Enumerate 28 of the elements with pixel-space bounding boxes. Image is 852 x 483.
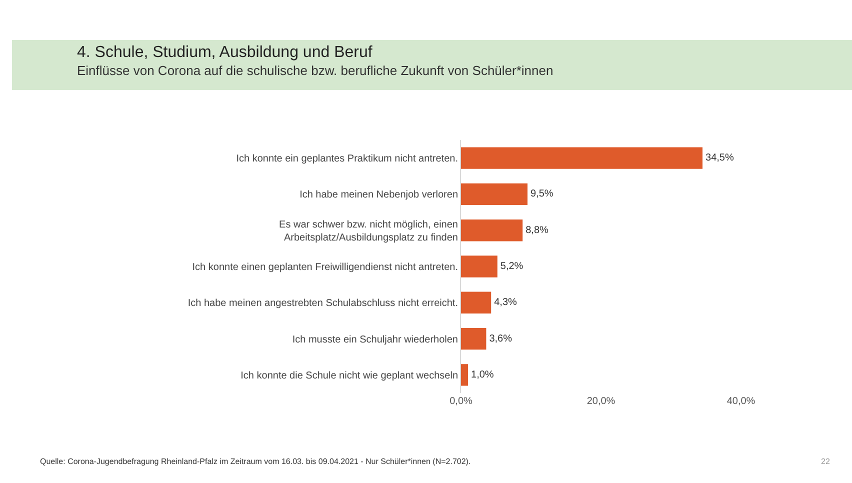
text: Einflüsse von Corona auf die schulische bzw. berufliche Zukunft von Schüler*innen — [77, 63, 554, 78]
data-label: 8,8% — [526, 224, 548, 236]
data-label: 5,2% — [500, 261, 524, 272]
data-label: 1,0% — [471, 369, 494, 380]
text: 22 — [821, 457, 830, 466]
bar — [461, 220, 523, 242]
bar — [461, 256, 498, 278]
bar — [461, 364, 468, 386]
y-tick-label: Ich konnte die Schule nicht wie geplant wechseln — [240, 370, 458, 382]
y-tick-label: Ich konnte ein geplantes Praktikum nicht antreten. — [236, 154, 458, 165]
source-note: Quelle: Corona-Jugendbefragung Rheinland-Pfalz im Zeitraum vom 16.03. bis 09.04.2021 - Nur Schüler*innen (N=2.702). — [40, 457, 471, 466]
data-label: 4,3% — [494, 297, 517, 308]
bar — [461, 183, 528, 206]
bar — [461, 147, 702, 169]
y-tick-label: Ich habe meinen angestrebten Schulabschluss nicht erreicht. — [188, 298, 458, 310]
x-tick-label: 0,0% — [450, 396, 473, 407]
y-tick-label: Ich habe meinen Nebenjob verloren — [300, 190, 458, 201]
bar — [461, 328, 486, 350]
x-tick-label: 40,0% — [726, 396, 756, 407]
data-label: 34,5% — [706, 152, 734, 164]
y-tick-label: Ich musste ein Schuljahr wiederholen — [292, 334, 458, 346]
y-tick-label: Es war schwer bzw. nicht möglich, einen Arbeitsplatz/Ausbildungsplatz zu finden — [279, 219, 458, 244]
y-tick-label: Ich konnte einen geplanten Freiwilligendienst nicht antreten. — [192, 262, 458, 273]
text: 4. Schule, Studium, Ausbildung und Beruf — [77, 44, 372, 62]
bar — [461, 292, 492, 314]
data-label: 9,5% — [530, 188, 554, 200]
x-tick-label: 20,0% — [586, 396, 616, 407]
data-label: 3,6% — [489, 333, 512, 344]
